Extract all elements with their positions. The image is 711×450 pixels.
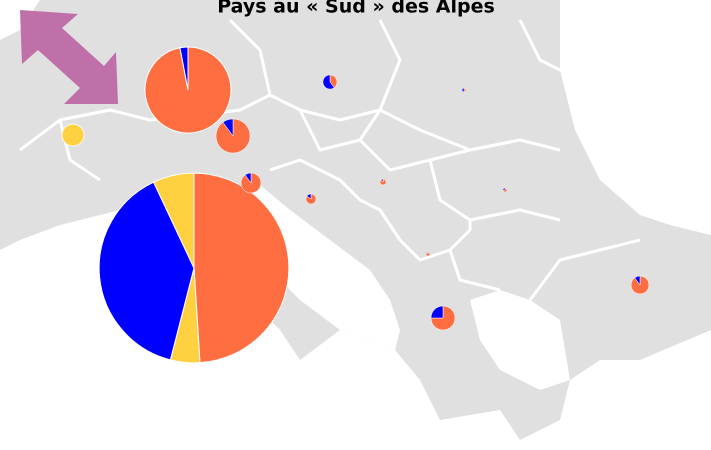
pie-wedge xyxy=(463,87,467,93)
arrow xyxy=(20,10,118,104)
pie-wedge xyxy=(322,74,335,90)
pie-wedge xyxy=(430,305,456,331)
pie-wedge xyxy=(244,172,252,184)
pie-wedge xyxy=(179,46,189,91)
pie-wedge xyxy=(98,181,195,361)
pie-wedge xyxy=(430,305,444,319)
pie-wedge xyxy=(426,251,429,255)
pie-wedge xyxy=(222,118,234,137)
pie-wedge xyxy=(461,87,465,93)
pie-wedge xyxy=(502,187,506,191)
pie-wedge xyxy=(61,123,85,147)
pie-wedge xyxy=(380,178,384,183)
pie-wedge xyxy=(329,74,338,89)
pie-wedge xyxy=(193,172,290,364)
pie-wedge xyxy=(152,172,195,269)
map-title: Pays au « Sud » des Alpes xyxy=(217,0,495,18)
pie-wedge xyxy=(634,275,641,286)
borders xyxy=(19,18,641,301)
pie-wedge xyxy=(306,193,312,200)
